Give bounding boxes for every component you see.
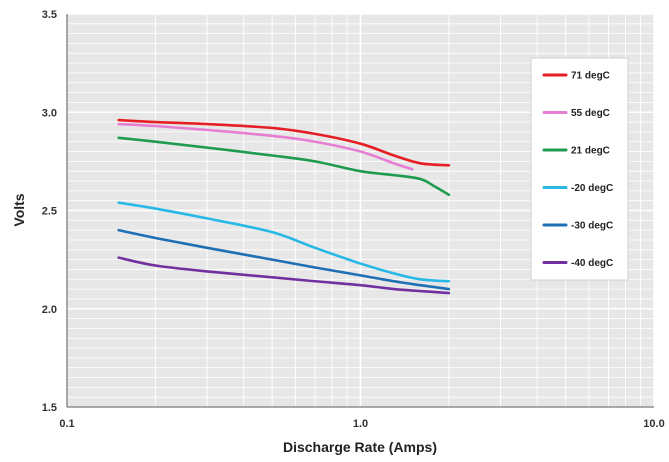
y-tick-label: 3.5 <box>42 9 57 21</box>
legend-label-71-degc: 71 degC <box>571 71 610 82</box>
series-line-20-degc <box>117 201 451 283</box>
x-tick-label: 0.1 <box>59 418 74 430</box>
y-tick-label: 1.5 <box>42 402 57 414</box>
tick-labels: 1.5 2.0 2.5 3.0 3.5 0.1 1.0 10.0 <box>42 9 665 430</box>
legend-label-40-degc: -40 degC <box>571 258 613 269</box>
legend-label-55-degc: 55 degC <box>571 108 610 119</box>
axes <box>66 14 654 408</box>
series-line-55-degc <box>117 122 414 171</box>
legend-label-30-degc: -30 degC <box>571 221 613 232</box>
series-line-21-degc <box>117 136 451 197</box>
legend: 71 degC 55 degC 21 degC -20 degC -30 degC -40… <box>530 57 629 281</box>
x-tick-label: 10.0 <box>643 418 664 430</box>
x-axis-label: Discharge Rate (Amps) <box>283 439 437 455</box>
y-tick-label: 3.0 <box>42 107 57 119</box>
y-tick-label: 2.5 <box>42 206 57 218</box>
x-tick-label: 1.0 <box>353 418 368 430</box>
legend-box <box>530 57 629 281</box>
series-line-30-degc <box>117 228 451 291</box>
series-group <box>117 118 451 295</box>
y-axis-label: Volts <box>11 193 27 226</box>
series-line-71-degc <box>117 118 451 167</box>
legend-label-21-degc: 21 degC <box>571 146 610 157</box>
y-tick-label: 2.0 <box>42 304 57 316</box>
series-line-40-degc <box>117 256 451 295</box>
legend-label-20-degc: -20 degC <box>571 183 613 194</box>
